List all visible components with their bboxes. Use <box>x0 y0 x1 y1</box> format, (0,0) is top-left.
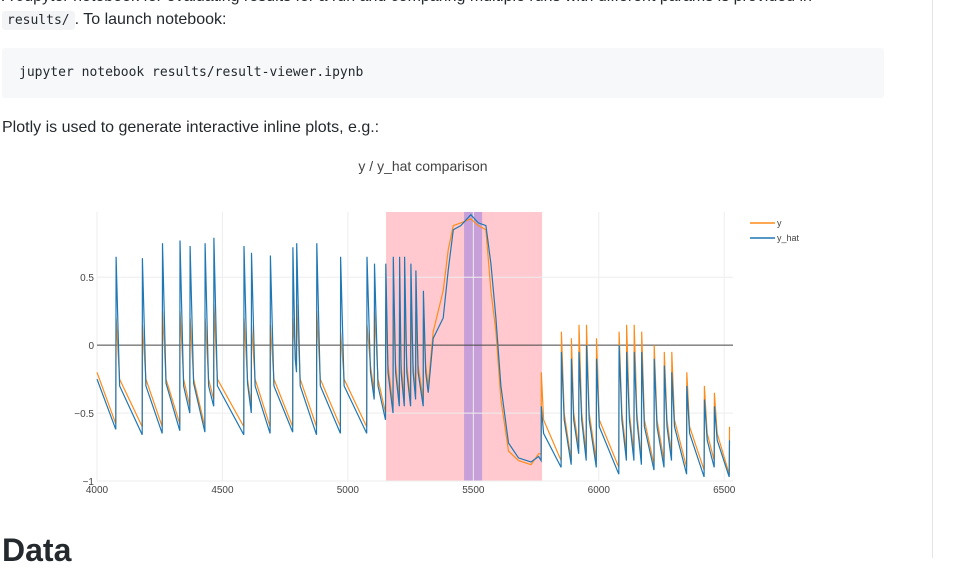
text: . To launch notebook: <box>74 11 227 28</box>
y-tick-label: −0.5 <box>74 409 94 420</box>
y-tick-label: −1 <box>83 477 95 488</box>
paragraph: Plotly is used to generate interactive i… <box>2 119 380 136</box>
legend-label: y_hat <box>777 233 800 243</box>
x-tick-label: 4500 <box>211 485 234 496</box>
paragraph: A Jupyter notebook for evaluating result… <box>2 0 812 6</box>
series-line <box>96 213 731 478</box>
y-tick-label: 0.5 <box>80 273 94 284</box>
chart-title: y / y_hat comparison <box>358 158 487 174</box>
code-block: jupyter notebook results/result-viewer.i… <box>2 48 884 98</box>
legend-label: y <box>777 218 782 228</box>
inline-code: results/ <box>2 11 75 30</box>
code: jupyter notebook results/result-viewer.i… <box>19 65 364 80</box>
content-border <box>932 0 933 558</box>
x-tick-label: 6500 <box>713 485 736 496</box>
x-tick-label: 4000 <box>86 485 109 496</box>
y-tick-label: 0 <box>88 341 94 352</box>
heading: Data <box>2 532 72 568</box>
paragraph: results/. To launch notebook: <box>2 11 227 30</box>
x-tick-label: 6000 <box>588 485 611 496</box>
x-tick-label: 5000 <box>337 485 360 496</box>
chart: y / y_hat comparison 4000 4500 5000 5500 6000… <box>74 158 800 496</box>
x-tick-label: 5500 <box>462 485 485 496</box>
